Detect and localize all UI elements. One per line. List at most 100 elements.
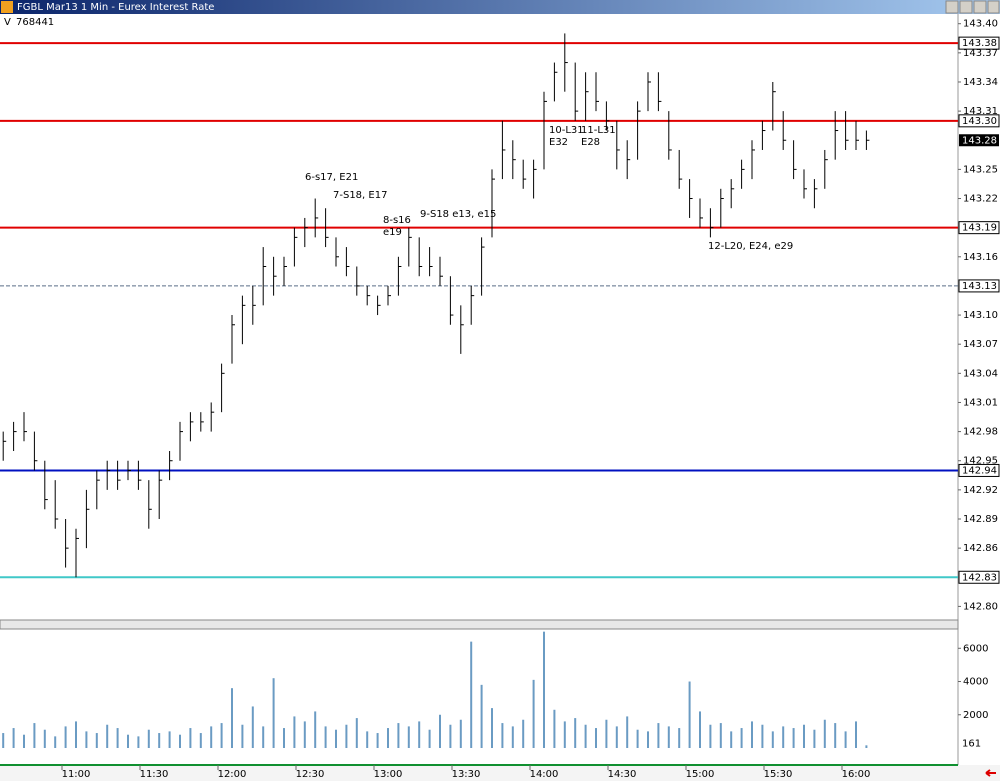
volume-tick-label: 6000	[963, 643, 988, 654]
volume-bar	[459, 719, 462, 748]
restore-button[interactable]	[959, 0, 973, 14]
scroll-arrow[interactable]	[985, 769, 996, 777]
volume-tick-label: 2000	[963, 710, 988, 721]
maximize-button[interactable]	[973, 0, 987, 14]
x-tick-label: 13:00	[374, 769, 403, 780]
volume-bar	[335, 729, 337, 748]
volume-bar	[355, 718, 358, 748]
y-tick-label: 143.40	[963, 19, 998, 30]
volume-bar	[147, 729, 150, 748]
volume-total: 768441	[16, 17, 54, 28]
volume-bar	[314, 711, 317, 748]
y-tick-label: 143.04	[963, 368, 998, 379]
volume-bar	[168, 731, 171, 748]
volume-bar	[418, 721, 421, 748]
volume-bar	[85, 731, 88, 748]
volume-bar	[667, 726, 670, 748]
volume-bar	[366, 731, 369, 748]
volume-bar	[428, 729, 431, 748]
volume-bar	[761, 724, 764, 748]
level-label: 143.30	[962, 116, 997, 127]
volume-tick-label: 4000	[963, 677, 988, 688]
volume-bar	[251, 706, 254, 748]
volume-bar	[231, 688, 233, 748]
annotation: 8-s16	[383, 215, 411, 226]
volume-bar	[439, 714, 441, 748]
y-tick-label: 143.31	[963, 106, 998, 117]
y-tick-label: 143.34	[963, 77, 998, 88]
volume-bar	[678, 728, 681, 748]
volume-bar	[730, 731, 733, 748]
title-bar	[0, 0, 1000, 14]
volume-bar	[33, 723, 36, 748]
volume-bar	[199, 733, 202, 748]
y-tick-label: 143.37	[963, 48, 998, 59]
volume-bar	[376, 733, 379, 748]
volume-bar	[54, 736, 57, 748]
y-tick-label: 142.86	[963, 543, 998, 554]
x-tick-label: 15:00	[686, 769, 715, 780]
volume-bar	[64, 726, 67, 748]
y-tick-label: 142.92	[963, 485, 998, 496]
volume-bar	[636, 729, 639, 748]
volume-bar	[584, 724, 587, 748]
last-price-box	[959, 134, 999, 147]
minimize-button[interactable]	[945, 0, 959, 14]
y-tick-label: 143.22	[963, 194, 998, 205]
volume-bar	[511, 726, 514, 748]
volume-bar	[470, 641, 473, 748]
panel-divider	[0, 619, 959, 630]
volume-bar	[626, 716, 629, 748]
volume-bar	[563, 721, 566, 748]
volume-bar	[127, 734, 129, 748]
volume-bar	[12, 728, 15, 748]
x-tick-label: 11:00	[62, 769, 91, 780]
annotation: e19	[383, 227, 402, 238]
volume-bar	[657, 723, 660, 748]
volume-last-label: 161	[962, 738, 981, 749]
level-label: 142.94	[962, 465, 997, 476]
annotation: 11-L31	[581, 125, 616, 136]
volume-bar	[303, 721, 306, 748]
close-button[interactable]	[987, 0, 1000, 14]
volume-bar	[792, 728, 795, 748]
volume-bar	[158, 733, 161, 748]
volume-bar	[834, 723, 837, 748]
level-box	[958, 463, 1000, 477]
volume-bar	[813, 729, 816, 748]
y-tick-label: 142.95	[963, 456, 998, 467]
level-label: 143.19	[962, 223, 997, 234]
volume-bar	[106, 724, 109, 748]
volume-bar	[95, 733, 98, 748]
volume-bar	[605, 719, 608, 748]
level-label: 143.38	[962, 38, 997, 49]
volume-bar	[615, 726, 618, 748]
x-tick-label: 15:30	[764, 769, 793, 780]
volume-bar	[387, 728, 389, 748]
volume-bar	[480, 684, 483, 748]
volume-bar	[823, 719, 826, 748]
volume-bar	[75, 721, 77, 748]
annotation: 12-L20, E24, e29	[708, 241, 793, 252]
annotation: E28	[581, 137, 600, 148]
volume-bar	[709, 724, 712, 748]
volume-bar	[771, 731, 774, 748]
volume-bar	[210, 726, 213, 748]
volume-bar	[501, 723, 504, 748]
volume-bar	[782, 726, 785, 748]
volume-bar	[283, 728, 285, 748]
annotation: E32	[549, 137, 568, 148]
level-box	[958, 279, 1000, 293]
volume-bar	[137, 736, 140, 748]
y-tick-label: 143.25	[963, 164, 998, 175]
volume-bar	[647, 731, 649, 748]
volume-bar	[407, 726, 410, 748]
time-axis-bg	[0, 765, 1000, 781]
annotation: 7-S18, E17	[333, 190, 387, 201]
volume-bar	[179, 734, 181, 748]
volume-bar	[43, 729, 46, 748]
level-label: 143.13	[962, 281, 997, 292]
volume-bar	[699, 711, 701, 748]
volume-bar	[272, 678, 275, 748]
